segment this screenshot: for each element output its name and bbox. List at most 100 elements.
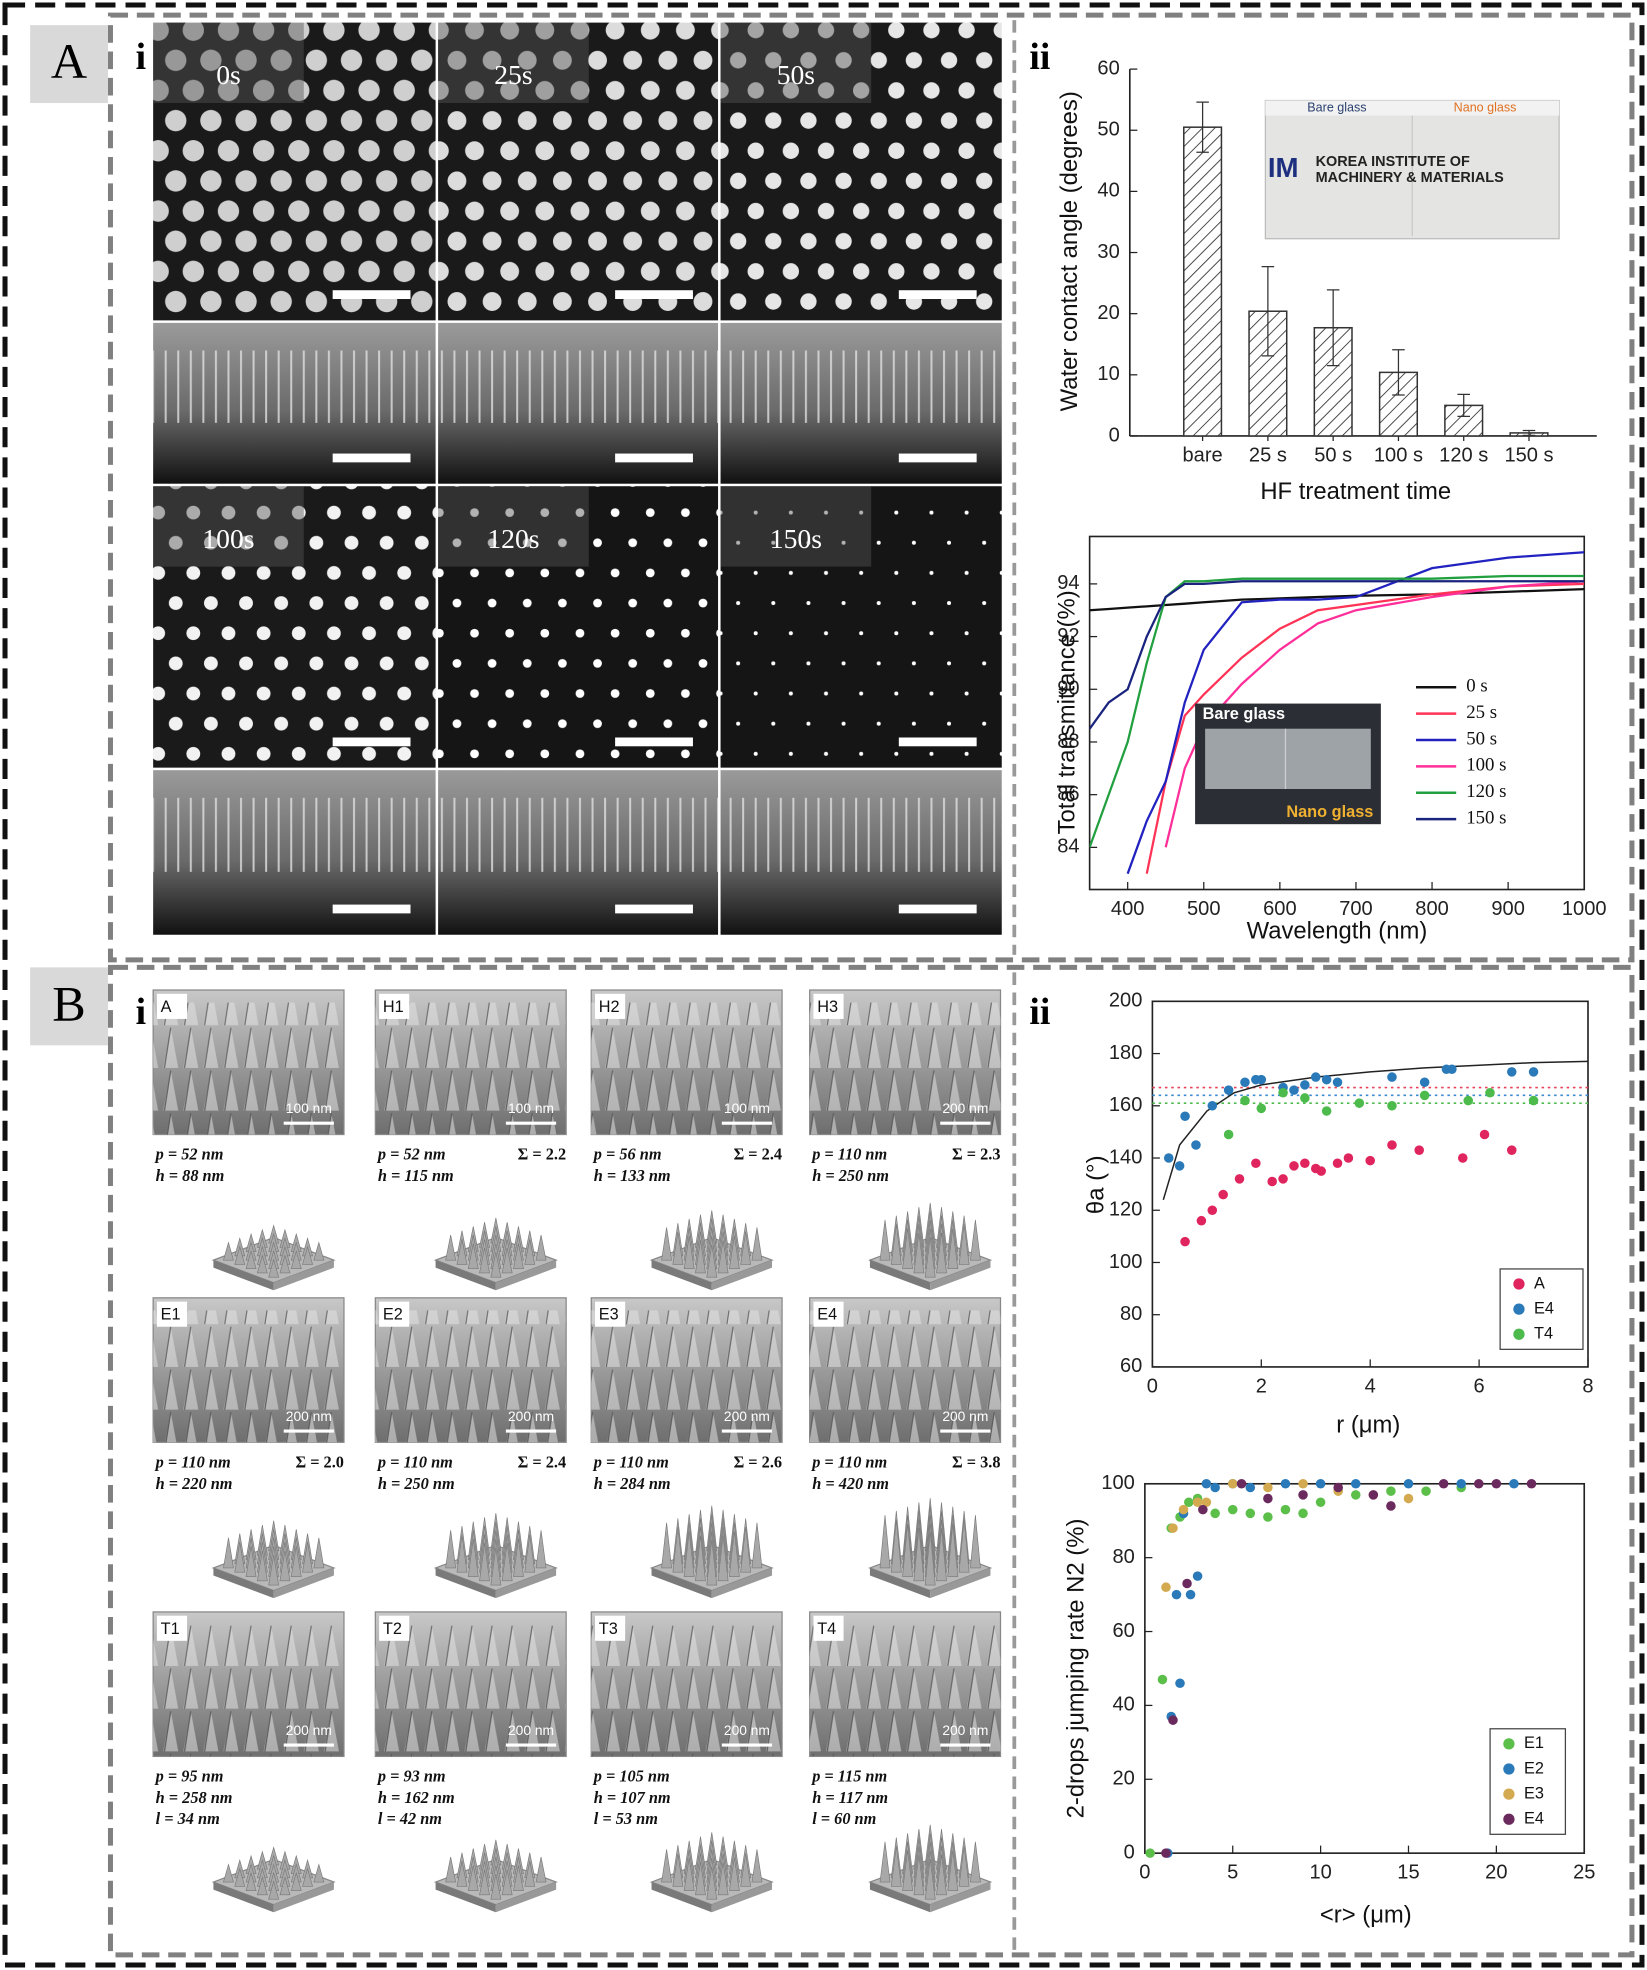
render-cone <box>890 1846 902 1887</box>
sem-pillars <box>153 797 436 872</box>
scale-bar <box>615 737 693 747</box>
scatter-point <box>1332 1158 1343 1169</box>
y-tick-label: 40 <box>1112 1694 1134 1716</box>
scatter-point <box>1298 1508 1308 1519</box>
render-side <box>273 1260 334 1291</box>
y-tick-label: 84 <box>1057 836 1079 858</box>
render-cone <box>717 1535 729 1582</box>
sample-label: E1 <box>161 1306 181 1324</box>
x-tick-label: bare <box>1183 444 1223 466</box>
scatter-point <box>1479 1129 1490 1140</box>
inset-logo: IM <box>1268 152 1299 183</box>
scatter-point <box>1175 1678 1185 1689</box>
inset-text: Bare glass <box>1203 705 1285 723</box>
scatter-point <box>1236 1479 1247 1489</box>
sem-time-label: 50s <box>777 59 815 90</box>
render-cone <box>535 1530 547 1569</box>
render-cone <box>879 1219 891 1261</box>
x-tick-label: 10 <box>1309 1862 1331 1884</box>
render-side <box>930 1882 991 1913</box>
scatter-point <box>1174 1161 1185 1171</box>
render-cone <box>740 1231 752 1265</box>
render-cone <box>936 1232 947 1274</box>
render-cone <box>501 1543 513 1582</box>
scatter-point <box>1207 1101 1218 1111</box>
render-side <box>930 1567 991 1599</box>
sample-label-box <box>156 993 188 1019</box>
sample-sigma: Σ = 2.3 <box>952 1145 1000 1164</box>
render-cone <box>513 1243 524 1270</box>
legend-label: 150 s <box>1466 807 1506 828</box>
render-cone <box>268 1554 280 1586</box>
sample-label-box <box>813 1301 844 1327</box>
scale-label: 200 nm <box>286 1722 332 1738</box>
scale-label: 200 nm <box>724 1408 770 1424</box>
sample-param: h = 88 nm <box>156 1166 225 1185</box>
scatter-point <box>1316 1166 1326 1176</box>
scale-bar <box>898 290 977 300</box>
sample-param: p = 56 nm <box>592 1145 662 1164</box>
sem-image <box>720 22 1002 321</box>
scale-label: 200 nm <box>508 1722 554 1738</box>
sample-param: h = 284 nm <box>594 1474 671 1493</box>
scatter-point <box>1278 1174 1288 1184</box>
sample-param: l = 34 nm <box>156 1809 220 1828</box>
scatter-point <box>1196 1215 1207 1226</box>
render-cone <box>672 1526 684 1573</box>
scatter-point <box>1419 1090 1430 1101</box>
render-cone <box>958 1519 970 1573</box>
scale-label: 200 nm <box>942 1408 988 1424</box>
scatter-point <box>1491 1479 1502 1489</box>
render-cone <box>970 1219 981 1261</box>
scatter-point <box>1457 1153 1468 1163</box>
render-cone <box>302 1542 313 1573</box>
sem-texture <box>809 1002 1001 1135</box>
y-tick-label: 60 <box>1097 57 1119 79</box>
scatter-point <box>1315 1497 1326 1508</box>
scatter-point <box>1526 1479 1537 1489</box>
render-cone <box>913 1232 925 1274</box>
x-tick-label: 900 <box>1491 898 1524 920</box>
x-tick-label: 150 s <box>1504 444 1553 466</box>
x-tick-label: 25 s <box>1249 444 1287 466</box>
legend-label: T4 <box>1534 1325 1553 1343</box>
scale-bar <box>615 290 693 300</box>
y-tick-label: 86 <box>1057 783 1079 805</box>
render-cone <box>717 1240 729 1274</box>
plot-frame <box>1144 1482 1586 1854</box>
sample-param: p = 93 nm <box>376 1767 446 1786</box>
scatter-point <box>1350 1490 1361 1500</box>
subpanel-label: ii <box>1029 36 1050 78</box>
y-tick-label: 40 <box>1097 180 1119 202</box>
scatter-point <box>1245 1508 1256 1519</box>
render-cone <box>256 1550 268 1582</box>
y-tick-label: 100 <box>1101 1472 1134 1494</box>
render-cone <box>456 1239 468 1265</box>
inset-text: Nano glass <box>1454 100 1517 114</box>
sample-param: p = 110 nm <box>592 1452 669 1471</box>
scale-bar <box>332 453 411 463</box>
render-cone <box>513 1538 524 1577</box>
scale-label: 200 nm <box>724 1722 770 1738</box>
render-cone <box>902 1850 913 1891</box>
sample-param: h = 258 nm <box>156 1788 233 1807</box>
scatter-point <box>1210 1508 1220 1519</box>
render-cone <box>924 1532 936 1586</box>
render-side <box>435 1260 496 1291</box>
scale-label: 100 nm <box>724 1100 770 1116</box>
render-cone <box>924 1858 936 1900</box>
sem-texture <box>809 1624 1001 1757</box>
render-cone <box>456 1534 468 1573</box>
render-cone <box>913 1854 925 1896</box>
sem-image <box>438 22 719 321</box>
scatter-point <box>1419 1077 1430 1088</box>
sample-param: h = 107 nm <box>594 1788 671 1807</box>
scatter-point <box>1278 1087 1288 1098</box>
sample-label: H3 <box>817 998 838 1016</box>
legend-marker <box>1503 1813 1515 1825</box>
x-axis-label: <r> (μm) <box>1320 1901 1412 1928</box>
render-cone <box>479 1543 490 1582</box>
render-cone <box>740 1853 752 1887</box>
render-cone <box>445 1234 457 1261</box>
